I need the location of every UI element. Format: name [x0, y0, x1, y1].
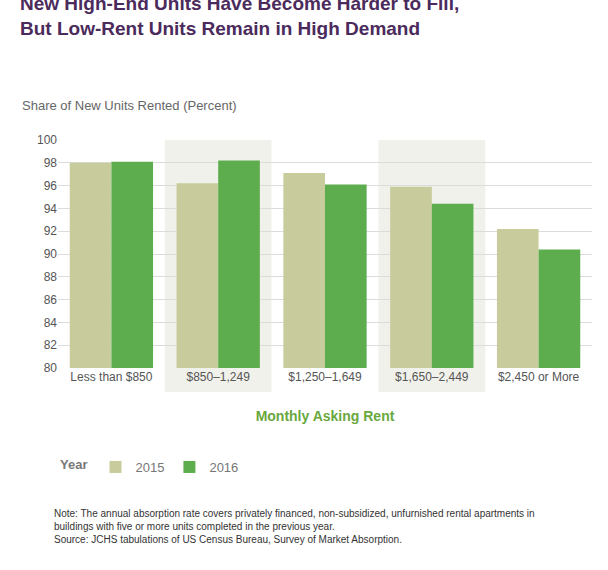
svg-text:94: 94 [44, 202, 58, 216]
svg-text:98: 98 [44, 156, 58, 170]
svg-text:84: 84 [44, 316, 58, 330]
svg-text:88: 88 [44, 270, 58, 284]
svg-text:New High-End Units Have Become: New High-End Units Have Become Harder to… [20, 0, 459, 39]
svg-text:$850–1,249: $850–1,249 [186, 370, 250, 384]
svg-text:Year: Year [60, 457, 87, 472]
svg-text:$2,450 or More: $2,450 or More [498, 370, 580, 384]
svg-text:80: 80 [44, 361, 58, 375]
svg-text:92: 92 [44, 224, 58, 238]
svg-text:$1,250–1,649: $1,250–1,649 [288, 370, 362, 384]
svg-text:90: 90 [44, 247, 58, 261]
svg-text:2016: 2016 [209, 460, 238, 475]
svg-text:96: 96 [44, 179, 58, 193]
svg-text:Note: The annual absorption ra: Note: The annual absorption rate covers … [54, 508, 535, 545]
svg-text:Share of New Units Rented (Per: Share of New Units Rented (Percent) [22, 98, 237, 113]
svg-text:86: 86 [44, 293, 58, 307]
svg-text:82: 82 [44, 338, 58, 352]
svg-text:2015: 2015 [135, 460, 164, 475]
svg-text:Less than $850: Less than $850 [70, 370, 152, 384]
svg-text:100: 100 [37, 133, 57, 147]
svg-text:$1,650–2,449: $1,650–2,449 [395, 370, 469, 384]
svg-text:Monthly Asking Rent: Monthly Asking Rent [256, 408, 395, 424]
